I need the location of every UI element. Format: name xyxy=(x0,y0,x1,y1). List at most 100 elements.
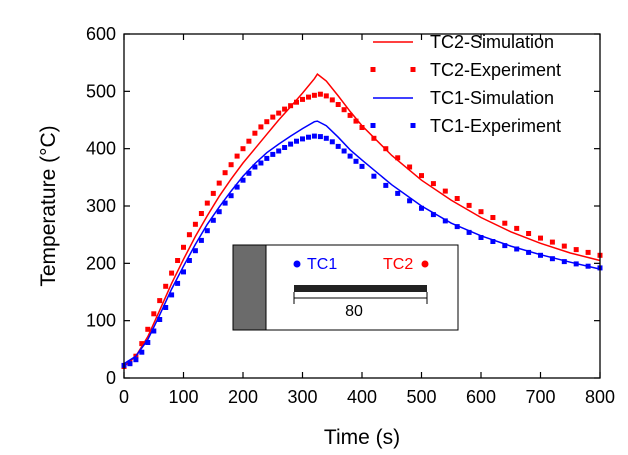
data-point xyxy=(442,188,448,194)
legend-marker-symbol xyxy=(410,67,416,72)
data-point xyxy=(282,145,288,150)
data-point xyxy=(198,237,204,243)
data-point xyxy=(169,292,175,298)
y-axis-title: Temperature (°C) xyxy=(37,125,60,286)
data-point xyxy=(169,270,175,276)
inset-plate-bar xyxy=(294,285,427,292)
data-point xyxy=(228,162,234,168)
x-tick-label: 0 xyxy=(119,387,129,407)
data-point xyxy=(430,212,436,218)
y-tick-label: 400 xyxy=(86,139,116,159)
data-point xyxy=(466,229,472,235)
data-point xyxy=(317,91,323,97)
data-point xyxy=(371,173,377,179)
data-point xyxy=(216,180,222,186)
data-point xyxy=(490,215,496,220)
series-markers-tc2-experiment xyxy=(121,91,603,369)
x-tick-label: 100 xyxy=(168,387,198,407)
data-point xyxy=(502,243,508,249)
data-point xyxy=(282,106,288,112)
data-point xyxy=(246,170,252,176)
data-point xyxy=(145,340,151,345)
data-point xyxy=(526,249,532,255)
data-point xyxy=(549,239,555,245)
legend-marker-symbol xyxy=(370,67,376,72)
legend-marker-symbol xyxy=(410,123,416,128)
data-point xyxy=(157,298,163,304)
data-point xyxy=(329,139,335,145)
data-point xyxy=(264,119,270,125)
inset-diagram: TC1 TC2 80 xyxy=(232,244,459,331)
data-point xyxy=(300,136,305,142)
data-point xyxy=(306,94,311,100)
data-point xyxy=(341,148,347,154)
x-tick-label: 400 xyxy=(347,387,377,407)
data-point xyxy=(252,130,258,136)
series-markers-tc1-experiment xyxy=(121,133,603,368)
data-point xyxy=(240,177,246,183)
data-point xyxy=(204,200,210,206)
data-point xyxy=(353,158,359,164)
data-point xyxy=(395,190,401,196)
data-point xyxy=(323,93,329,99)
data-point xyxy=(323,135,329,141)
legend-label: TC2-Experiment xyxy=(430,60,561,80)
x-tick-label: 200 xyxy=(228,387,258,407)
data-point xyxy=(359,125,365,130)
data-point xyxy=(216,209,222,215)
data-point xyxy=(317,134,323,140)
data-point xyxy=(258,124,264,130)
data-point xyxy=(335,102,341,107)
data-point xyxy=(210,217,216,223)
data-point xyxy=(163,305,169,310)
data-point xyxy=(163,283,169,289)
data-point xyxy=(175,280,181,286)
data-point xyxy=(246,138,252,144)
data-point xyxy=(270,114,276,120)
data-point xyxy=(383,182,389,188)
data-point xyxy=(395,155,401,161)
data-point xyxy=(478,209,484,215)
x-tick-label: 700 xyxy=(525,387,555,407)
data-point xyxy=(454,196,460,201)
data-point xyxy=(335,143,341,149)
inset-tc2-label: TC2 xyxy=(383,256,413,273)
legend: TC2-Simulation TC2-Experiment TC1-Simulati… xyxy=(370,32,561,136)
data-point xyxy=(222,170,228,176)
y-tick-label: 500 xyxy=(86,81,116,101)
data-point xyxy=(186,232,192,238)
data-point xyxy=(311,92,317,98)
data-point xyxy=(549,256,555,262)
data-point xyxy=(478,235,484,240)
inset-tc1-label: TC1 xyxy=(307,256,337,273)
data-point xyxy=(466,202,472,208)
data-point xyxy=(490,239,496,244)
y-tick-label: 100 xyxy=(86,311,116,331)
data-point xyxy=(341,107,347,113)
data-point xyxy=(288,103,294,109)
data-point xyxy=(353,118,359,124)
y-tick-label: 0 xyxy=(106,368,116,388)
data-point xyxy=(442,218,448,224)
data-point xyxy=(264,155,270,161)
data-point xyxy=(359,163,365,169)
data-point xyxy=(502,220,508,226)
data-point xyxy=(192,248,198,254)
data-point xyxy=(514,225,520,231)
data-point xyxy=(270,151,276,157)
data-point xyxy=(294,138,299,144)
data-point xyxy=(538,235,543,241)
data-point xyxy=(139,341,145,347)
data-point xyxy=(175,258,181,263)
data-point xyxy=(252,164,258,170)
data-point xyxy=(294,99,299,105)
data-point xyxy=(181,269,186,275)
data-point xyxy=(192,221,198,227)
data-point xyxy=(186,258,192,263)
axis-ticks: 0 100 200 300 400 500 600 700 800 0 100 200 300 400 50… xyxy=(86,24,615,407)
inset-dimension-label: 80 xyxy=(345,303,363,320)
data-point xyxy=(228,193,234,199)
x-tick-label: 800 xyxy=(585,387,615,407)
data-point xyxy=(311,133,317,139)
